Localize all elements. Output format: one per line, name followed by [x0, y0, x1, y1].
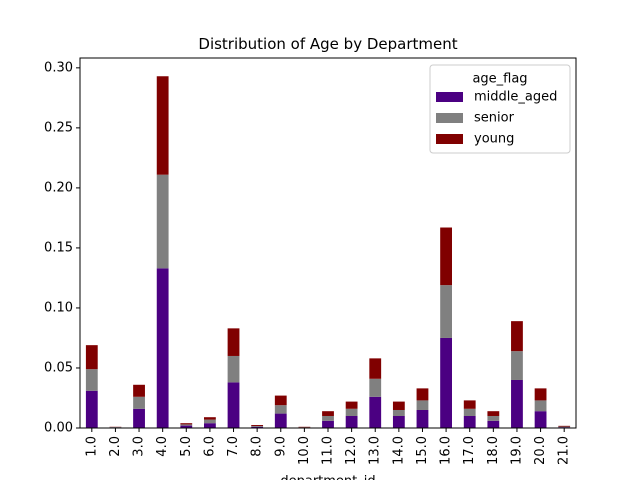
legend-swatch-young — [436, 134, 463, 144]
x-tick-label: 1.0 — [84, 436, 99, 457]
bar-young-12.0 — [345, 401, 358, 409]
bar-senior-1.0 — [85, 369, 98, 391]
bar-young-3.0 — [133, 384, 145, 397]
bar-young-13.0 — [369, 358, 382, 379]
legend-label-senior: senior — [474, 111, 515, 126]
x-tick-label: 12.0 — [344, 436, 359, 465]
x-tick-label: 16.0 — [439, 436, 454, 465]
x-tick-label: 17.0 — [462, 436, 477, 465]
bar-senior-6.0 — [204, 419, 216, 424]
y-tick-label: 0.20 — [44, 180, 73, 195]
bar-middle_aged-14.0 — [392, 415, 405, 428]
bar-senior-5.0 — [180, 424, 193, 426]
plot-area: 1.0 2.0 3.0 4.0 5.0 6.0 7.0 8.0 9.0 10.0 11.0 12.0 1… — [44, 60, 572, 465]
x-tick-label: 6.0 — [202, 436, 217, 457]
x-tick-label: 14.0 — [391, 436, 406, 465]
bar-senior-11.0 — [322, 415, 334, 421]
bar-young-4.0 — [156, 76, 169, 175]
bar-young-6.0 — [204, 417, 216, 420]
bar-young-9.0 — [274, 395, 287, 406]
y-tick-label: 0.00 — [44, 421, 73, 436]
bar-senior-19.0 — [511, 351, 523, 380]
bar-middle_aged-3.0 — [133, 408, 145, 428]
bar-middle_aged-12.0 — [345, 415, 358, 428]
bar-senior-13.0 — [369, 378, 382, 397]
x-tick-label: 3.0 — [132, 436, 147, 457]
bar-middle_aged-13.0 — [369, 396, 382, 428]
bar-senior-8.0 — [251, 425, 264, 427]
bar-middle_aged-16.0 — [440, 337, 452, 428]
x-tick-label: 8.0 — [250, 436, 265, 457]
legend-swatch-senior — [436, 113, 463, 123]
bar-middle_aged-8.0 — [251, 426, 264, 428]
bar-middle_aged-20.0 — [534, 411, 547, 428]
bar-senior-16.0 — [440, 285, 452, 338]
bar-young-8.0 — [251, 425, 264, 426]
x-tick-label: 20.0 — [533, 436, 548, 465]
x-tick-label: 10.0 — [297, 436, 312, 465]
bar-young-18.0 — [487, 411, 500, 416]
bar-senior-17.0 — [463, 408, 476, 416]
bar-middle_aged-19.0 — [511, 379, 523, 428]
bar-middle_aged-17.0 — [463, 415, 476, 428]
y-tick-label: 0.05 — [44, 360, 73, 375]
bar-senior-7.0 — [227, 355, 240, 383]
x-tick-label: 5.0 — [179, 436, 194, 457]
bar-young-14.0 — [392, 401, 405, 410]
x-axis-label: department_id — [280, 474, 375, 480]
y-tick-label: 0.15 — [44, 240, 73, 255]
bar-middle_aged-9.0 — [274, 413, 287, 428]
x-tick-label: 7.0 — [226, 436, 241, 457]
x-tick-label: 13.0 — [368, 436, 383, 465]
bar-senior-21.0 — [558, 426, 571, 428]
bar-young-21.0 — [558, 425, 571, 427]
bar-middle_aged-6.0 — [204, 423, 216, 428]
legend-label-middle_aged: middle_aged — [474, 90, 557, 105]
bar-young-7.0 — [227, 328, 240, 356]
bar-young-15.0 — [416, 388, 429, 401]
bar-senior-14.0 — [392, 409, 405, 416]
bar-young-19.0 — [511, 321, 523, 352]
x-tick-label: 11.0 — [321, 436, 336, 465]
bar-senior-18.0 — [487, 415, 500, 421]
legend-title: age_flag — [472, 72, 527, 87]
bar-young-5.0 — [180, 423, 193, 425]
axes-frame — [79, 57, 577, 429]
bar-middle_aged-15.0 — [416, 409, 429, 428]
x-tick-label: 2.0 — [108, 436, 123, 457]
x-tick-label: 18.0 — [486, 436, 501, 465]
bar-young-17.0 — [463, 400, 476, 409]
chart-title: Distribution of Age by Department — [198, 35, 457, 53]
y-tick-label: 0.25 — [44, 120, 73, 135]
y-tick-label: 0.10 — [44, 300, 73, 315]
bar-middle_aged-7.0 — [227, 382, 240, 428]
legend-swatch-middle_aged — [436, 92, 463, 102]
bar-middle_aged-4.0 — [156, 268, 169, 428]
bar-middle_aged-5.0 — [180, 425, 193, 428]
bar-young-1.0 — [85, 345, 98, 370]
bar-senior-20.0 — [534, 400, 547, 412]
bar-young-11.0 — [322, 411, 334, 416]
legend-box — [429, 64, 571, 154]
x-tick-label: 19.0 — [509, 436, 524, 465]
y-tick-label: 0.30 — [44, 60, 73, 75]
bar-senior-9.0 — [274, 405, 287, 414]
bar-senior-15.0 — [416, 400, 429, 410]
x-tick-label: 15.0 — [415, 436, 430, 465]
bar-young-20.0 — [534, 388, 547, 401]
bar-middle_aged-1.0 — [85, 390, 98, 428]
bar-senior-4.0 — [156, 174, 169, 269]
x-tick-label: 21.0 — [557, 436, 572, 465]
x-tick-label: 9.0 — [273, 436, 288, 457]
bar-young-16.0 — [440, 227, 452, 286]
legend-label-young: young — [474, 132, 514, 147]
bar-middle_aged-11.0 — [322, 420, 334, 428]
bar-middle_aged-18.0 — [487, 420, 500, 428]
x-tick-label: 4.0 — [155, 436, 170, 457]
bar-senior-12.0 — [345, 408, 358, 416]
bar-senior-3.0 — [133, 396, 145, 409]
